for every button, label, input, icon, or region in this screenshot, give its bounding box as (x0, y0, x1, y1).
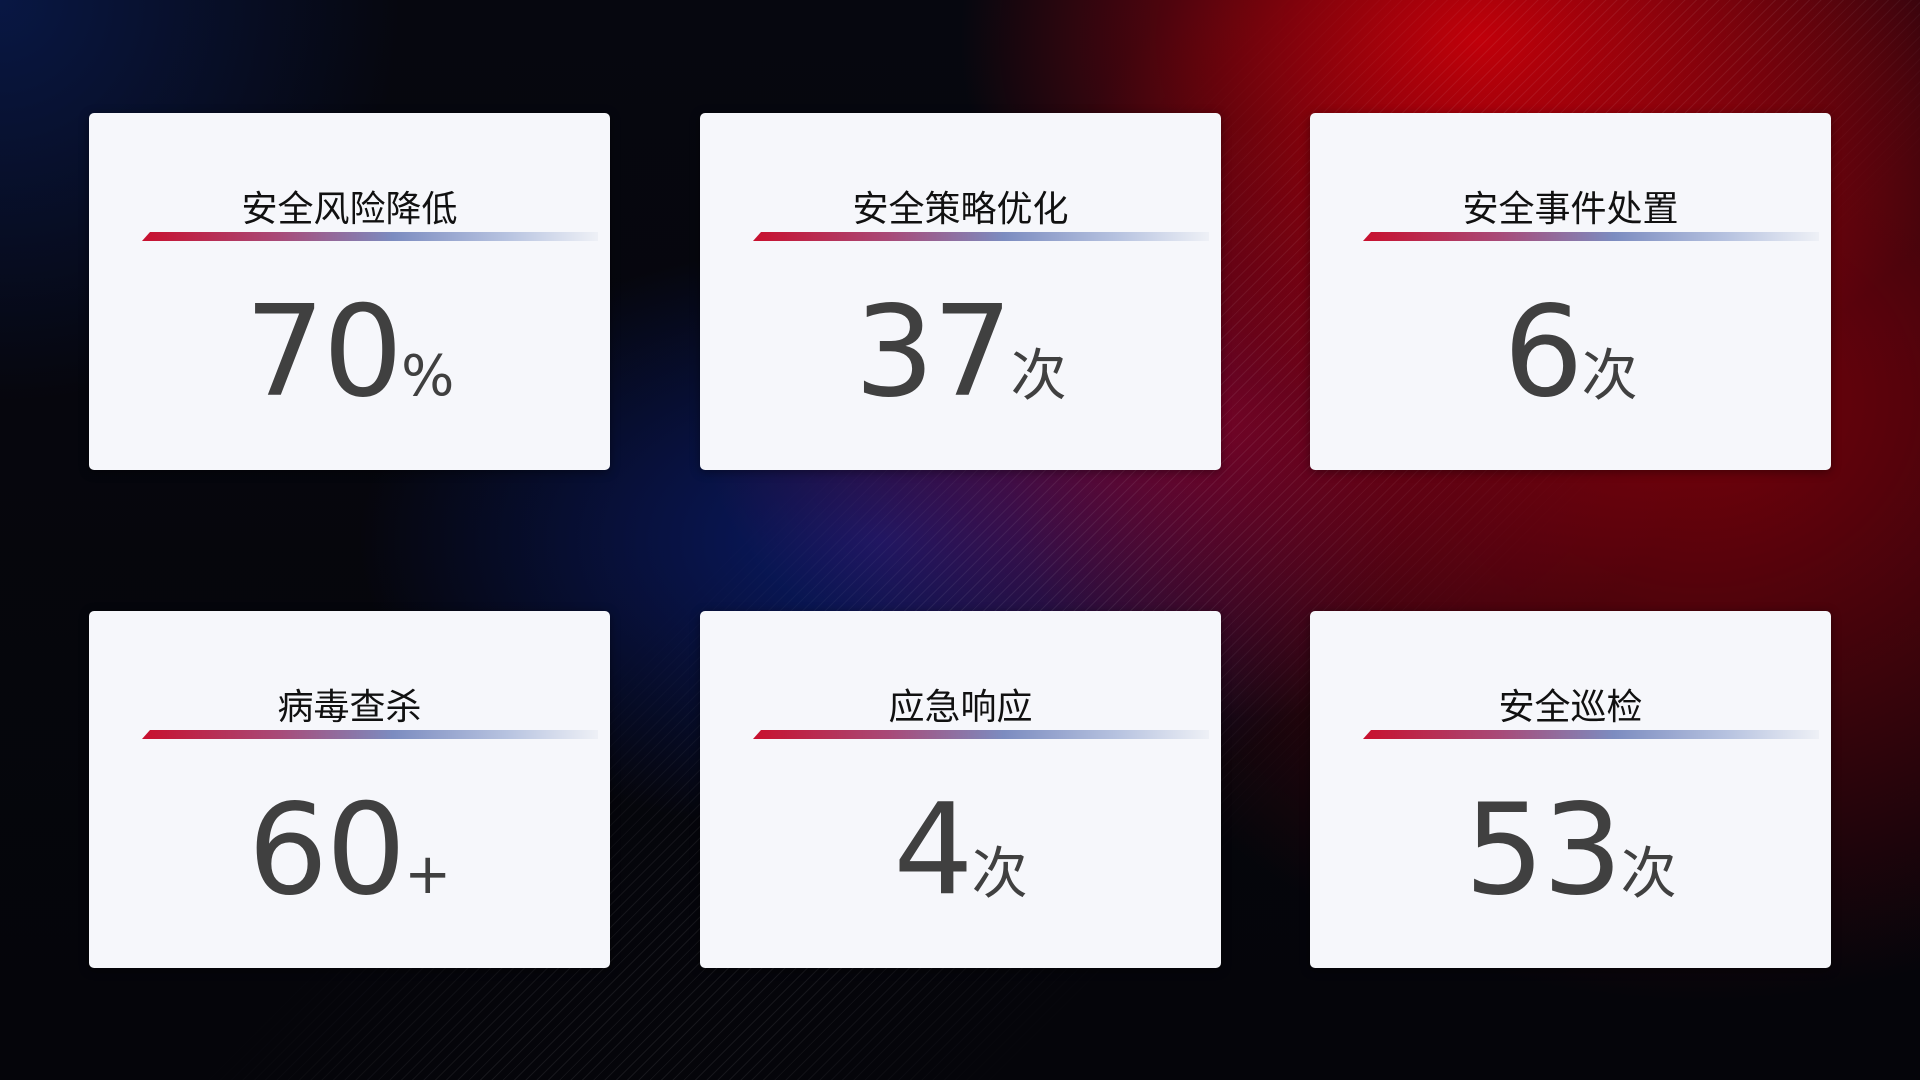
stat-card-security-patrol: 安全巡检 53次 (1310, 611, 1831, 968)
card-title: 病毒查杀 (277, 687, 422, 728)
card-divider (142, 232, 598, 241)
value-number: 70 (244, 278, 403, 425)
stat-card-incident-handling: 安全事件处置 6次 (1310, 113, 1831, 470)
card-title: 安全策略优化 (852, 189, 1069, 230)
value-unit: + (404, 842, 452, 907)
card-divider (1363, 232, 1819, 241)
value-number: 53 (1464, 776, 1622, 923)
value-number: 4 (893, 776, 973, 923)
value-unit: 次 (1010, 344, 1067, 409)
stat-card-emergency-response: 应急响应 4次 (700, 611, 1221, 968)
value-unit: 次 (1620, 842, 1677, 907)
card-value: 53次 (1310, 776, 1831, 923)
card-title: 应急响应 (888, 687, 1033, 728)
stat-card-virus-removal: 病毒查杀 60+ (89, 611, 610, 968)
card-value: 6次 (1310, 278, 1831, 425)
value-number: 37 (854, 278, 1012, 425)
card-divider (753, 232, 1209, 241)
card-value: 60+ (89, 776, 610, 923)
card-title: 安全事件处置 (1462, 189, 1679, 230)
card-title: 安全巡检 (1498, 687, 1643, 728)
card-divider (142, 730, 598, 739)
stat-card-policy-optimization: 安全策略优化 37次 (700, 113, 1221, 470)
card-title: 安全风险降低 (241, 189, 458, 230)
value-unit: % (401, 344, 455, 409)
stat-card-risk-reduction: 安全风险降低 70% (89, 113, 610, 470)
card-divider (1363, 730, 1819, 739)
value-unit: 次 (1581, 344, 1638, 409)
card-divider (753, 730, 1209, 739)
card-value: 70% (89, 278, 610, 425)
value-number: 60 (247, 776, 406, 923)
value-unit: 次 (971, 842, 1028, 907)
card-value: 37次 (700, 278, 1221, 425)
card-value: 4次 (700, 776, 1221, 923)
value-number: 6 (1503, 278, 1583, 425)
